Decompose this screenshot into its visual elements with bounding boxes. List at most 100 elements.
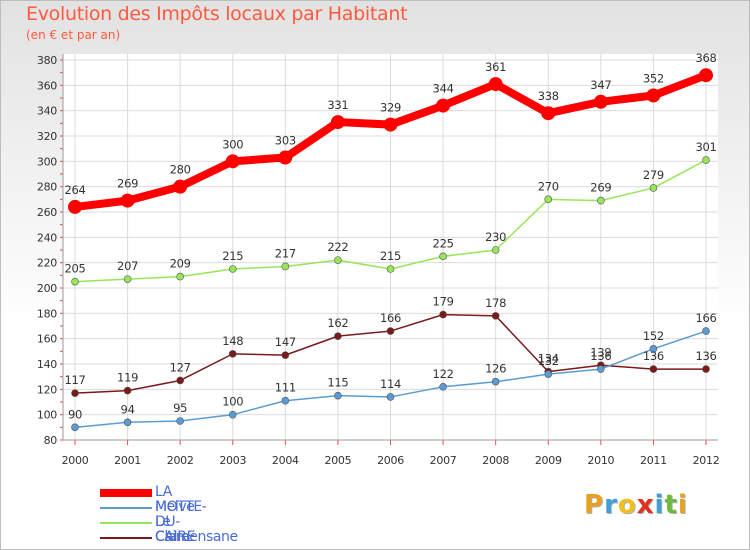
data-point: [71, 423, 79, 432]
data-point: [225, 154, 240, 169]
data-label: 147: [275, 335, 296, 349]
chart-title: Evolution des Impôts locaux par Habitant: [26, 3, 408, 25]
data-point: [281, 262, 290, 271]
data-point: [228, 410, 237, 419]
data-point: [597, 196, 605, 205]
x-tick-label: 2004: [272, 454, 299, 467]
data-label: 122: [433, 367, 454, 381]
data-point: [228, 265, 237, 273]
data-point: [71, 389, 79, 397]
logo-letter: P: [584, 490, 605, 520]
y-tick-label: 120: [37, 383, 57, 396]
data-label: 207: [117, 259, 138, 273]
data-point: [491, 312, 500, 320]
logo-letter: i: [677, 490, 688, 520]
data-point: [649, 365, 658, 373]
data-label: 215: [222, 249, 243, 263]
logo-letter: r: [604, 490, 618, 520]
data-label: 269: [590, 181, 611, 195]
data-point: [702, 365, 710, 373]
x-tick-label: 2011: [640, 454, 667, 467]
data-label: 301: [695, 140, 716, 154]
legend-label: LA MOTTE-DU-CAIRE: [155, 484, 207, 545]
data-label: 117: [64, 373, 85, 387]
x-tick-label: 2000: [62, 454, 89, 467]
data-label: 136: [695, 349, 716, 363]
data-label: 126: [485, 362, 506, 376]
data-point: [176, 272, 184, 281]
x-tick-label: 2003: [219, 454, 246, 467]
data-point: [491, 246, 500, 254]
data-point: [123, 386, 132, 395]
data-point: [334, 256, 342, 264]
y-tick-label: 240: [37, 231, 57, 244]
x-tick-label: 2002: [167, 454, 194, 467]
legend-swatch: [100, 489, 152, 497]
data-label: 225: [433, 236, 454, 250]
data-label: 280: [170, 163, 191, 177]
logo-letter: x: [636, 490, 655, 520]
data-point: [386, 327, 395, 335]
data-label: 347: [590, 78, 611, 92]
data-label: 132: [538, 354, 559, 368]
x-tick-label: 2012: [693, 454, 720, 467]
x-tick-label: 2008: [482, 454, 509, 467]
data-point: [176, 417, 184, 425]
y-tick-label: 220: [37, 257, 57, 270]
data-label: 331: [327, 98, 348, 112]
y-tick-label: 200: [37, 282, 57, 295]
y-tick-label: 280: [37, 181, 57, 194]
x-tick-label: 2007: [430, 454, 457, 467]
data-point: [436, 98, 451, 113]
data-label: 127: [170, 360, 191, 374]
data-label: 178: [485, 296, 506, 310]
data-label: 215: [380, 249, 401, 263]
data-label: 179: [433, 295, 454, 309]
legend-label: Melve: [155, 499, 195, 515]
logo-letter: t: [664, 490, 678, 520]
data-label: 134: [538, 352, 559, 366]
data-label: 166: [380, 311, 401, 325]
data-point: [281, 351, 290, 359]
data-point: [176, 376, 184, 385]
data-point: [386, 265, 395, 273]
data-point: [123, 418, 132, 427]
data-label: 279: [643, 168, 664, 182]
y-tick-label: 380: [37, 54, 57, 67]
y-tick-label: 260: [37, 206, 57, 219]
data-point: [228, 350, 237, 358]
legend-label: Le Caire: [155, 514, 190, 545]
data-point: [541, 106, 556, 121]
data-label: 222: [327, 240, 348, 254]
data-label: 329: [380, 101, 401, 115]
x-tick-label: 2009: [535, 454, 562, 467]
data-label: 90: [68, 407, 82, 421]
data-label: 270: [538, 179, 559, 193]
data-point: [71, 277, 79, 286]
data-point: [68, 199, 82, 214]
data-point: [649, 184, 658, 192]
data-point: [646, 88, 661, 103]
data-point: [439, 382, 447, 391]
x-tick-label: 2001: [114, 454, 141, 467]
logo-letter: o: [617, 490, 637, 520]
data-label: 111: [275, 381, 296, 395]
data-label: 344: [433, 82, 454, 96]
y-tick-label: 300: [37, 155, 57, 168]
data-label: 136: [643, 349, 664, 363]
data-point: [439, 310, 447, 319]
y-tick-label: 360: [37, 79, 57, 92]
data-point: [334, 332, 342, 340]
logo-letter: i: [654, 490, 665, 520]
y-tick-label: 160: [37, 333, 57, 346]
x-tick-label: 2010: [587, 454, 614, 467]
data-label: 352: [643, 71, 664, 85]
data-label: 95: [173, 401, 187, 415]
proxiti-logo: Proxiti: [584, 490, 688, 520]
data-label: 217: [275, 246, 296, 260]
data-point: [702, 156, 710, 164]
data-point: [597, 365, 605, 373]
data-point: [593, 94, 608, 109]
data-label: 303: [275, 134, 296, 148]
